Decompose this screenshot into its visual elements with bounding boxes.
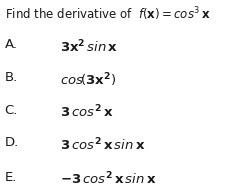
Text: D.: D. [5,136,19,149]
Text: $\mathbf{3}\,\mathit{cos}^{\mathbf{2}}\,\mathbf{x}$: $\mathbf{3}\,\mathit{cos}^{\mathbf{2}}\,… [60,104,114,120]
Text: C.: C. [5,104,18,117]
Text: B.: B. [5,71,18,84]
Text: $\mathbf{3}\,\mathit{cos}^{\mathbf{2}}\,\mathbf{x}\,\mathit{sin}\,\mathbf{x}$: $\mathbf{3}\,\mathit{cos}^{\mathbf{2}}\,… [60,136,146,153]
Text: $\mathbf{-3}\,\mathit{cos}^{\mathbf{2}}\,\mathbf{x}\,\mathit{sin}\,\mathbf{x}$: $\mathbf{-3}\,\mathit{cos}^{\mathbf{2}}\… [60,171,157,187]
Text: $\mathbf{3x}^{\mathbf{2}}\,\mathit{sin}\,\mathbf{x}$: $\mathbf{3x}^{\mathbf{2}}\,\mathit{sin}\… [60,38,118,55]
Text: A.: A. [5,38,18,51]
Text: $\mathit{cos}\!\left(\mathbf{3x}^{\mathbf{2}}\right)$: $\mathit{cos}\!\left(\mathbf{3x}^{\mathb… [60,71,116,89]
Text: Find the derivative of  $f(\mathbf{x}) = \mathit{cos}^{3}\,\mathbf{x}$: Find the derivative of $f(\mathbf{x}) = … [5,6,210,23]
Text: E.: E. [5,171,17,184]
